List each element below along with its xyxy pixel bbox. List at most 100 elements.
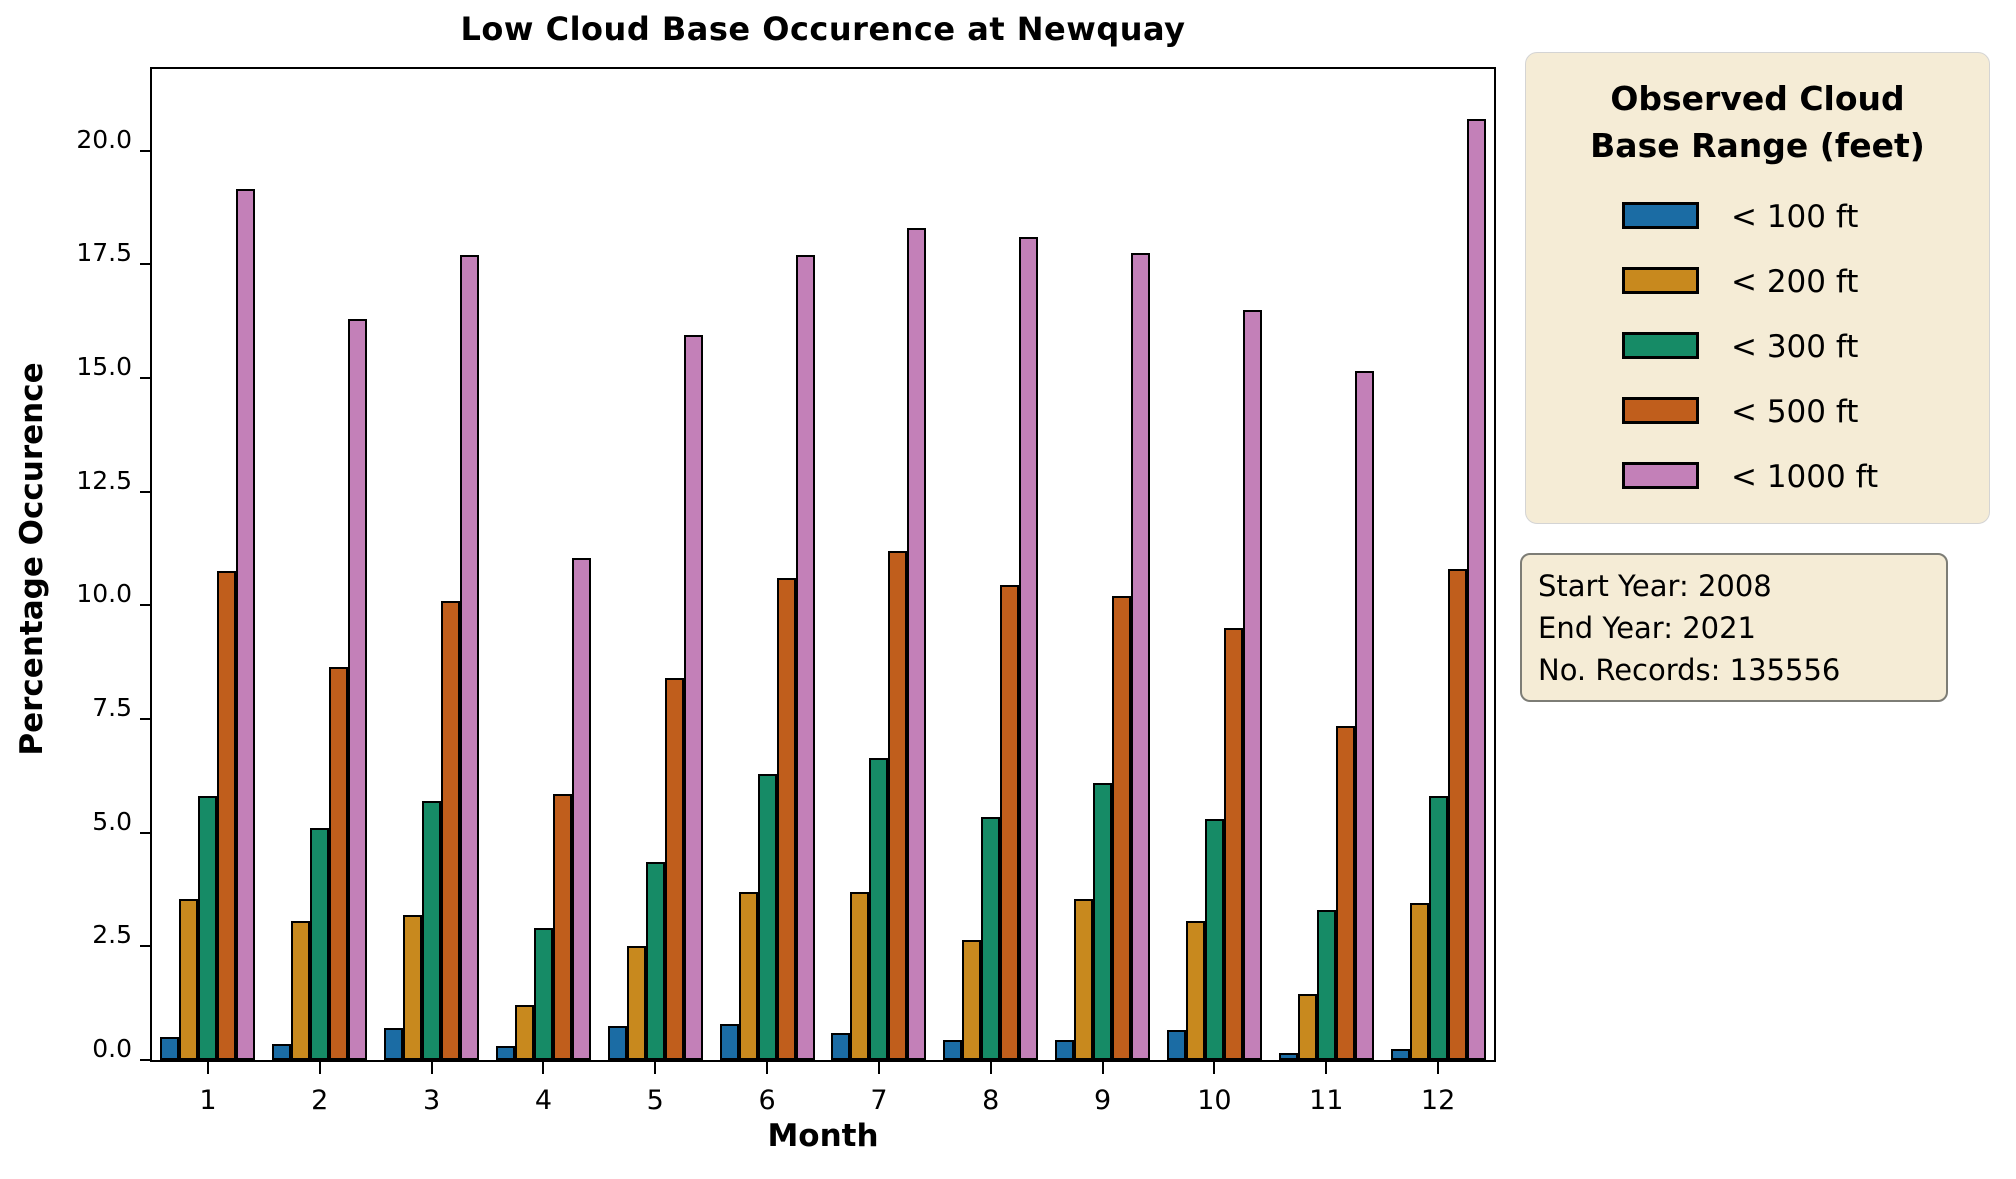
x-tick (989, 1062, 992, 1074)
bar-month-10-200ft (1185, 921, 1205, 1060)
legend-title: Observed Cloud Base Range (feet) (1526, 75, 1989, 169)
bar-month-8-500ft (1000, 585, 1020, 1060)
x-tick (654, 1062, 657, 1074)
bar-month-11-300ft (1316, 910, 1336, 1060)
y-tick (140, 149, 150, 152)
bar-month-4-300ft (533, 928, 553, 1060)
legend-title-line-1: Observed Cloud (1610, 79, 1905, 118)
legend-label-lt-300ft: < 300 ft (1731, 329, 1859, 365)
legend-swatch-lt-200ft (1622, 267, 1699, 294)
x-tick-label-month-10: 10 (1197, 1085, 1232, 1116)
bar-month-6-1000ft (795, 255, 815, 1060)
bar-month-11-500ft (1335, 726, 1355, 1060)
bar-month-12-300ft (1428, 796, 1448, 1060)
bar-month-12-100ft (1390, 1049, 1410, 1060)
x-tick-label-month-3: 3 (422, 1085, 441, 1116)
bar-month-11-1000ft (1354, 371, 1374, 1060)
y-tick-label: 20.0 (76, 124, 132, 154)
bar-month-7-100ft (831, 1033, 851, 1060)
bar-month-2-500ft (329, 667, 349, 1060)
y-tick-label: 15.0 (76, 352, 132, 382)
bar-month-5-300ft (645, 862, 665, 1060)
bar-month-4-500ft (552, 794, 572, 1060)
x-tick-label-month-8: 8 (982, 1085, 1000, 1116)
bar-month-10-1000ft (1242, 310, 1262, 1060)
legend-item-lt-1000ft: < 1000 ft (1526, 459, 1989, 499)
bar-month-9-100ft (1055, 1040, 1075, 1060)
y-tick-label: 0.0 (92, 1034, 132, 1063)
bar-month-6-300ft (757, 774, 777, 1060)
x-tick (1213, 1062, 1216, 1074)
legend-item-lt-200ft: < 200 ft (1526, 264, 1989, 304)
bar-month-3-200ft (403, 915, 423, 1060)
bar-month-7-200ft (850, 892, 870, 1060)
bar-month-12-200ft (1409, 903, 1429, 1060)
legend-item-lt-300ft: < 300 ft (1526, 329, 1989, 369)
bar-month-9-300ft (1093, 783, 1113, 1060)
x-tick-label-month-9: 9 (1093, 1085, 1112, 1116)
bar-month-12-1000ft (1466, 119, 1486, 1060)
legend-swatch-lt-300ft (1622, 332, 1699, 359)
y-tick (140, 945, 150, 948)
y-tick-label: 2.5 (92, 920, 132, 950)
y-tick-label: 10.0 (76, 579, 132, 609)
y-tick (140, 1059, 150, 1061)
bar-month-10-100ft (1166, 1030, 1186, 1060)
x-tick (877, 1062, 880, 1074)
plot-area: 0.0 2.5 5.0 7.5 10.0 12.5 15.0 17.5 20.0 1 2 3 4 5 6 7 8… (76, 67, 1496, 1116)
x-tick-label-month-4: 4 (534, 1085, 552, 1116)
bar-month-7-500ft (888, 551, 908, 1060)
y-tick (140, 718, 150, 721)
x-tick-label-month-5: 5 (646, 1085, 664, 1116)
bar-month-2-100ft (272, 1044, 292, 1060)
bar-month-8-100ft (943, 1040, 963, 1060)
bar-month-1-500ft (217, 571, 237, 1060)
x-axis-label: Month (767, 1118, 879, 1154)
bar-month-8-200ft (962, 940, 982, 1060)
x-tick (206, 1062, 209, 1074)
x-tick (1325, 1062, 1328, 1074)
bar-month-1-100ft (160, 1037, 180, 1060)
y-tick (140, 490, 150, 493)
bar-month-9-1000ft (1131, 253, 1151, 1060)
bar-month-1-1000ft (236, 189, 256, 1060)
x-tick (1437, 1062, 1440, 1074)
bar-month-4-100ft (495, 1046, 515, 1060)
y-tick (140, 263, 150, 266)
y-tick (140, 831, 150, 834)
bar-month-5-100ft (607, 1026, 627, 1060)
x-tick (542, 1062, 545, 1074)
x-tick-label-month-1: 1 (199, 1085, 217, 1116)
bar-month-10-500ft (1223, 628, 1243, 1060)
bar-month-1-200ft (179, 899, 199, 1060)
y-tick (140, 604, 150, 607)
legend-label-lt-200ft: < 200 ft (1731, 264, 1859, 300)
legend-panel: Observed Cloud Base Range (feet) < 100 f… (1525, 52, 1990, 524)
bar-month-6-200ft (738, 892, 758, 1060)
bar-month-5-500ft (664, 678, 684, 1060)
bar-month-3-1000ft (460, 255, 480, 1060)
y-tick-label: 17.5 (76, 238, 132, 268)
y-tick (140, 377, 150, 380)
bar-month-5-200ft (626, 946, 646, 1060)
chart-title: Low Cloud Base Occurence at Newquay (460, 10, 1186, 48)
x-tick-label-month-11: 11 (1309, 1085, 1344, 1116)
bar-month-11-200ft (1297, 994, 1317, 1060)
bar-month-9-500ft (1112, 596, 1132, 1060)
bar-month-12-500ft (1447, 569, 1467, 1060)
bar-month-2-300ft (310, 828, 330, 1060)
bar-month-7-1000ft (907, 228, 927, 1060)
y-tick-label: 5.0 (92, 806, 132, 836)
x-tick-label-month-7: 7 (870, 1085, 888, 1116)
legend-label-lt-1000ft: < 1000 ft (1731, 459, 1879, 495)
bar-month-6-500ft (776, 578, 796, 1060)
bar-month-2-1000ft (348, 319, 368, 1060)
bar-month-5-1000ft (683, 335, 703, 1060)
x-tick (318, 1062, 321, 1074)
bar-month-8-1000ft (1019, 237, 1039, 1060)
bar-month-4-1000ft (571, 558, 591, 1060)
legend-title-line-2: Base Range (feet) (1590, 126, 1925, 165)
bar-month-4-200ft (514, 1005, 534, 1060)
legend-label-lt-100ft: < 100 ft (1731, 199, 1859, 235)
